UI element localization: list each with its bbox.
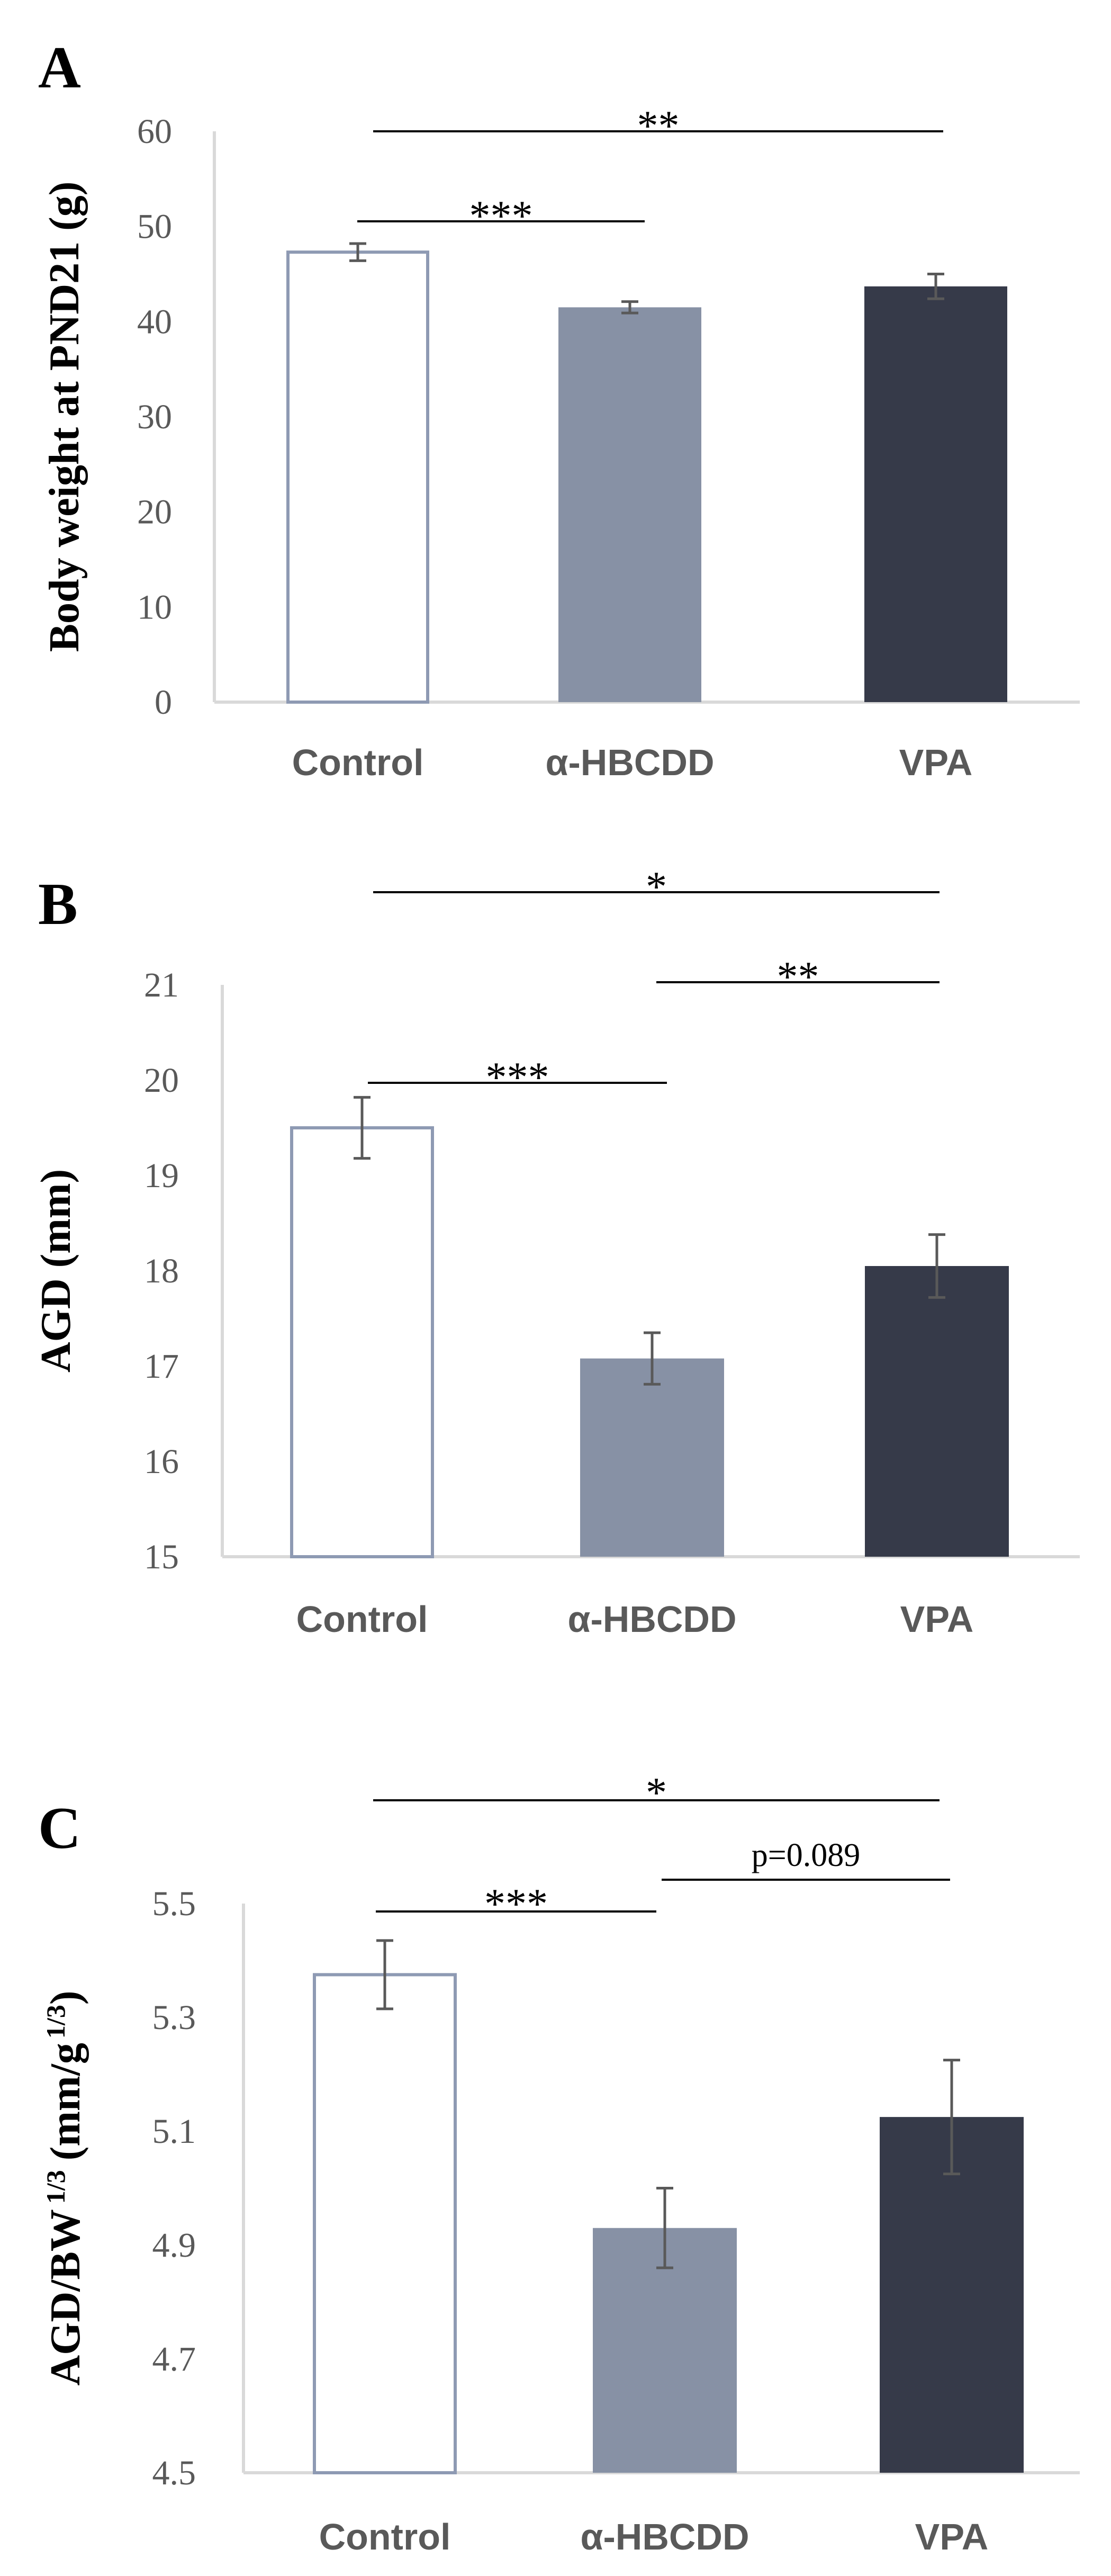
y-axis-label: Body weight at PND21 (g) [41, 182, 88, 652]
y-tick-label: 17 [144, 1347, 179, 1386]
category-label: Control [292, 742, 424, 783]
bar-control [290, 1126, 434, 1558]
y-tick-label: 60 [137, 112, 172, 151]
y-tick-label: 15 [144, 1538, 179, 1576]
y-tick-label: 10 [137, 588, 172, 626]
y-tick-label: 20 [144, 1061, 179, 1100]
category-label: Control [296, 1599, 428, 1640]
category-label: α-HBCDD [567, 1599, 736, 1640]
significance-label: *** [486, 1054, 549, 1101]
category-label: VPA [900, 1599, 974, 1640]
significance-label: *** [469, 193, 533, 239]
y-tick-label: 16 [144, 1442, 179, 1481]
panel-letter: C [38, 1796, 81, 1861]
y-axis-label: AGD/BW 1/3 (mm/g 1/3) [41, 1991, 89, 2386]
y-tick-label: 30 [137, 398, 172, 436]
y-tick-label: 5.5 [152, 1884, 196, 1923]
bar-control [313, 1973, 457, 2474]
panel-a: A 0 10 20 30 40 50 60 Body weight at PND21 (g) Co… [38, 35, 1080, 783]
y-tick-label: 0 [155, 683, 172, 722]
y-tick-label: 50 [137, 208, 172, 246]
bar-vpa [864, 286, 1007, 702]
category-label: α-HBCDD [545, 742, 714, 783]
significance-label: ** [637, 103, 680, 149]
y-tick-label: 20 [137, 493, 172, 532]
y-axis-label: AGD (mm) [33, 1169, 79, 1372]
y-tick-label: 19 [144, 1156, 179, 1195]
significance-label: * [646, 864, 667, 910]
y-tick-label: 4.7 [152, 2340, 196, 2378]
significance-label: p=0.089 [752, 1837, 860, 1873]
panel-letter: A [38, 35, 81, 101]
y-tick-label: 18 [144, 1252, 179, 1290]
y-tick-label: 5.1 [152, 2112, 196, 2151]
bar-hbcdd [558, 307, 701, 702]
y-tick-label: 40 [137, 302, 172, 341]
significance-label: * [646, 1770, 667, 1816]
bar-vpa [865, 1266, 1009, 1557]
panel-b: B 15 16 17 18 19 20 21 AGD (mm) Control α-HBCDD VPA… [33, 864, 1080, 1640]
y-axis-label-unit-sup: 1/3 [41, 2005, 70, 2039]
bar-control [286, 250, 429, 704]
y-tick-label: 5.3 [152, 1998, 196, 2037]
y-axis-label-unit: (mm/g [42, 2043, 89, 2160]
bar-vpa [880, 2117, 1024, 2473]
category-label: α-HBCDD [580, 2516, 749, 2557]
category-label: VPA [899, 742, 973, 783]
panel-letter: B [38, 872, 78, 937]
y-axis-label-close: ) [42, 1991, 89, 2005]
y-axis-label-main: AGD/BW [42, 2209, 89, 2385]
y-tick-label: 4.5 [152, 2454, 196, 2492]
y-tick-label: 21 [144, 966, 179, 1004]
panel-c: C 4.5 4.7 4.9 5.1 5.3 5.5 AGD/BW 1/3 (mm/g 1/3) Con… [38, 1770, 1080, 2557]
y-tick-label: 4.9 [152, 2226, 196, 2265]
bar-hbcdd [580, 1358, 724, 1557]
significance-label: *** [484, 1881, 548, 1927]
significance-label: ** [777, 954, 819, 1000]
category-label: Control [319, 2516, 451, 2557]
category-label: VPA [915, 2516, 989, 2557]
y-axis-label-sup: 1/3 [41, 2170, 70, 2204]
